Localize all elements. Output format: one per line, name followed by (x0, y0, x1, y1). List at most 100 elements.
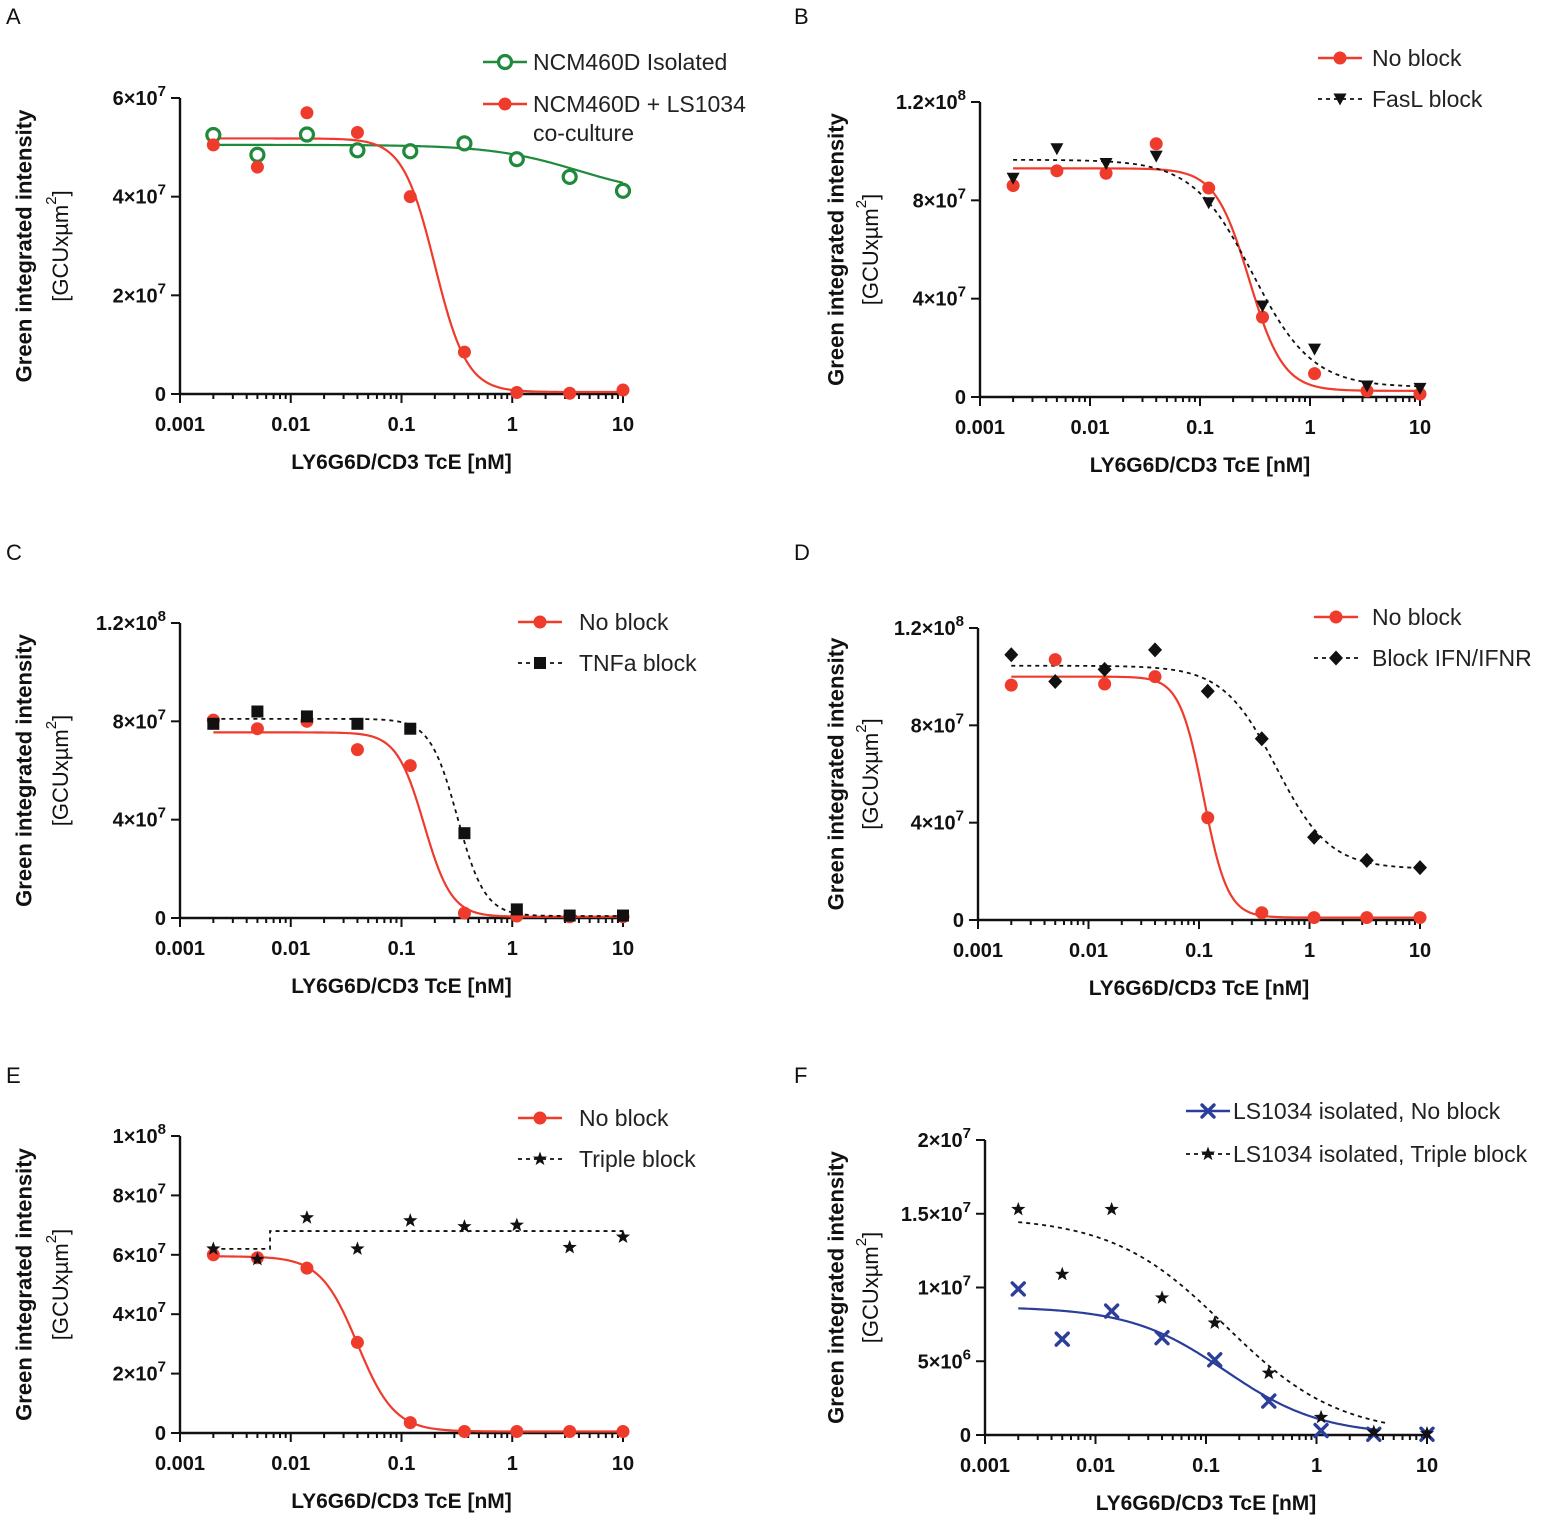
data-point (1006, 172, 1020, 185)
legend-label: Triple block (579, 1146, 696, 1172)
y-tick-label: 8×107 (913, 185, 966, 212)
data-point (1313, 1409, 1329, 1424)
x-axis-title: LY6G6D/CD3 TcE [nM] (291, 1490, 512, 1513)
legend-item: LS1034 isolated, Triple block (1186, 1141, 1528, 1167)
x-tick-label: 0.1 (1185, 940, 1213, 962)
y-tick-label: 4×107 (113, 1299, 166, 1326)
y-axis-title: Green integrated intensity (12, 109, 37, 382)
y-tick-label: 0 (155, 1423, 166, 1445)
data-point (457, 1219, 472, 1233)
x-axis-title: LY6G6D/CD3 TcE [nM] (291, 451, 512, 474)
data-point (403, 190, 417, 204)
data-point (617, 909, 629, 922)
y-axis-unit: [GCUxµm2] (853, 1232, 883, 1343)
data-point (1149, 137, 1163, 151)
data-point (1207, 1352, 1223, 1368)
x-tick-label: 10 (1409, 940, 1431, 962)
legend-item: LS1034 isolated, No block (1186, 1098, 1501, 1124)
legend-item: No block (518, 1105, 669, 1131)
x-tick-label: 1 (1304, 417, 1315, 439)
x-tick-label: 0.1 (1186, 417, 1214, 439)
legend-label: No block (579, 1105, 669, 1131)
x-axis-title: LY6G6D/CD3 TcE [nM] (1090, 454, 1311, 477)
x-tick-label: 0.001 (155, 938, 205, 960)
legend-item: NCM460D + LS1034 co-culture (483, 91, 746, 146)
data-point (250, 722, 264, 736)
data-point (457, 1425, 471, 1439)
legend-label: No block (579, 609, 669, 635)
data-point (1201, 811, 1215, 825)
data-point (1098, 677, 1112, 691)
y-tick-label: 0 (960, 1425, 971, 1447)
y-axis-unit: [GCUxµm2] (853, 194, 883, 305)
y-tick-label: 8×107 (911, 710, 964, 737)
fit-curve (213, 1230, 623, 1250)
data-point (509, 1217, 524, 1232)
panel-b: B 0.001 0.01 0.1 1 10 0 4×107 8×107 1.2×108 LY6G6D… (794, 4, 1483, 477)
legend: No block TNFa block (518, 609, 697, 676)
y-tick-label: 1.2×108 (96, 608, 166, 635)
x-tick-label: 0.01 (1069, 940, 1108, 962)
panel-f: F 0.001 0.01 0.1 1 10 0 5×106 1×107 1.5×107 2×107 L… (794, 1063, 1528, 1515)
data-point (563, 386, 577, 400)
data-point (1308, 367, 1322, 381)
x-axis-title: LY6G6D/CD3 TcE [nM] (1096, 1492, 1317, 1515)
data-point (300, 710, 313, 723)
fit-curve (1013, 158, 1421, 388)
legend-marker (498, 97, 512, 111)
data-point (350, 1335, 364, 1349)
y-tick-label: 4×107 (913, 284, 966, 311)
data-point (206, 1241, 221, 1255)
data-point (1419, 1426, 1435, 1440)
panel-letter: F (794, 1063, 807, 1088)
data-point (458, 827, 471, 840)
data-point (1256, 310, 1270, 324)
y-tick-label: 1.2×108 (896, 87, 966, 114)
y-tick-label: 0 (155, 908, 166, 930)
y-tick-label: 8×107 (113, 1180, 166, 1207)
panel-letter: E (6, 1063, 21, 1088)
data-point (207, 717, 220, 730)
y-axis-title: Green integrated intensity (824, 637, 849, 910)
data-point (299, 1210, 315, 1224)
data-point (1202, 181, 1216, 195)
data-point (1202, 197, 1216, 210)
y-axis-unit: [GCUxµm2] (853, 718, 883, 829)
legend-marker (534, 657, 546, 669)
legend-marker (1200, 1103, 1216, 1119)
y-tick-label: 1×107 (918, 1273, 971, 1300)
data-point (249, 146, 266, 163)
legend-label: LS1034 isolated, No block (1233, 1098, 1501, 1124)
data-point (1099, 157, 1113, 170)
y-tick-label: 1.5×107 (901, 1199, 971, 1226)
x-tick-label: 0.1 (1192, 1455, 1220, 1477)
data-point (250, 160, 264, 174)
data-point (1004, 678, 1018, 692)
x-tick-label: 1 (507, 414, 518, 436)
data-point (1200, 683, 1215, 699)
data-point (250, 1251, 265, 1266)
y-tick-label: 0 (953, 910, 964, 932)
fit-curve (213, 1255, 623, 1433)
data-point (1054, 1331, 1070, 1347)
data-point (300, 1261, 314, 1275)
data-point (1048, 674, 1063, 690)
data-point (616, 383, 630, 397)
data-point (251, 705, 264, 718)
data-point (1261, 1365, 1276, 1380)
fit-curve (1011, 675, 1420, 919)
data-point (1154, 1290, 1170, 1304)
x-tick-label: 1 (1311, 1455, 1322, 1477)
fit-curve (213, 731, 623, 918)
panel-a: A 0.001 0.01 0.1 1 10 0 2×107 4×107 6×107 LY6G6D/C… (6, 4, 746, 474)
x-tick-label: 0.01 (1076, 1455, 1115, 1477)
data-point (1307, 911, 1321, 925)
data-point (1103, 1303, 1120, 1319)
data-point (561, 168, 578, 186)
x-tick-label: 0.001 (155, 414, 205, 436)
y-tick-label: 6×107 (113, 1240, 166, 1267)
y-tick-label: 4×107 (113, 182, 166, 209)
legend-label: No block (1372, 604, 1462, 630)
x-tick-label: 0.001 (155, 1453, 205, 1475)
